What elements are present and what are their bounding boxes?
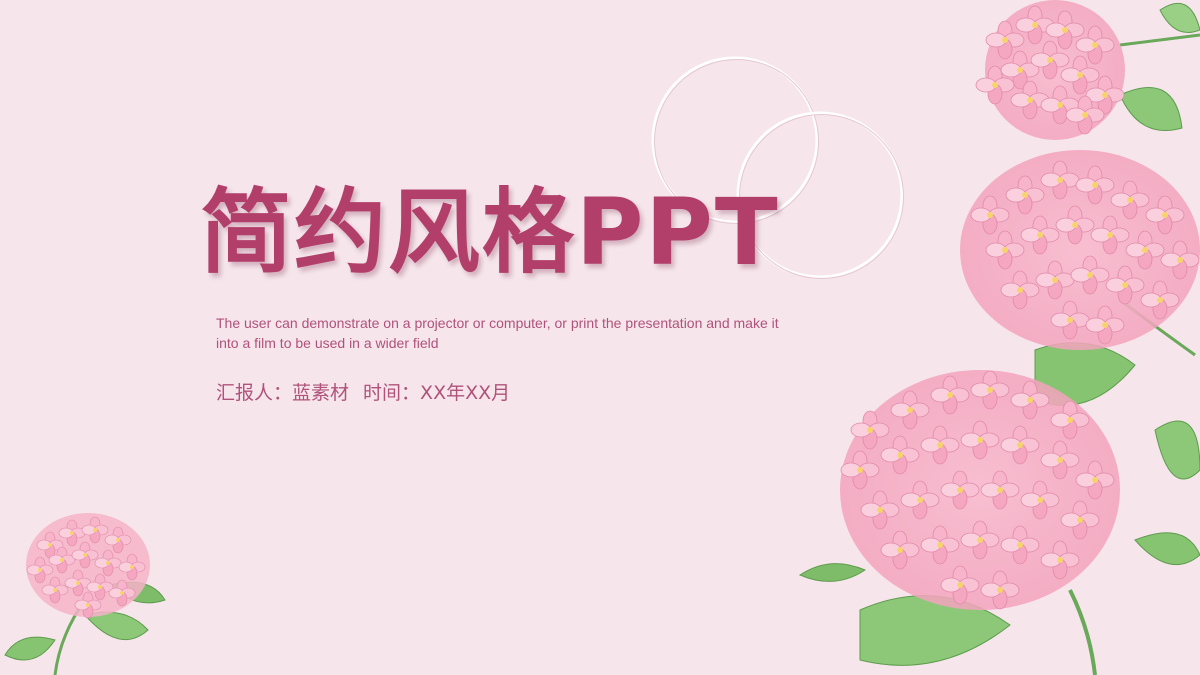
hydrangea-right-icon (798, 0, 1200, 675)
time-label: 时间： (363, 382, 421, 404)
slide-description: The user can demonstrate on a projector … (216, 315, 779, 351)
decorative-rings-icon (651, 56, 904, 279)
slide-title: 简约风格PPT (200, 179, 780, 286)
reporter-label: 汇报人： (216, 382, 293, 404)
reporter-line: 汇报人：蓝素材 时间：XX年XX月 (216, 380, 510, 406)
hydrangea-left-icon (4, 513, 166, 675)
reporter-name: 蓝素材 (292, 382, 350, 404)
time-value: XX年XX月 (420, 382, 511, 404)
